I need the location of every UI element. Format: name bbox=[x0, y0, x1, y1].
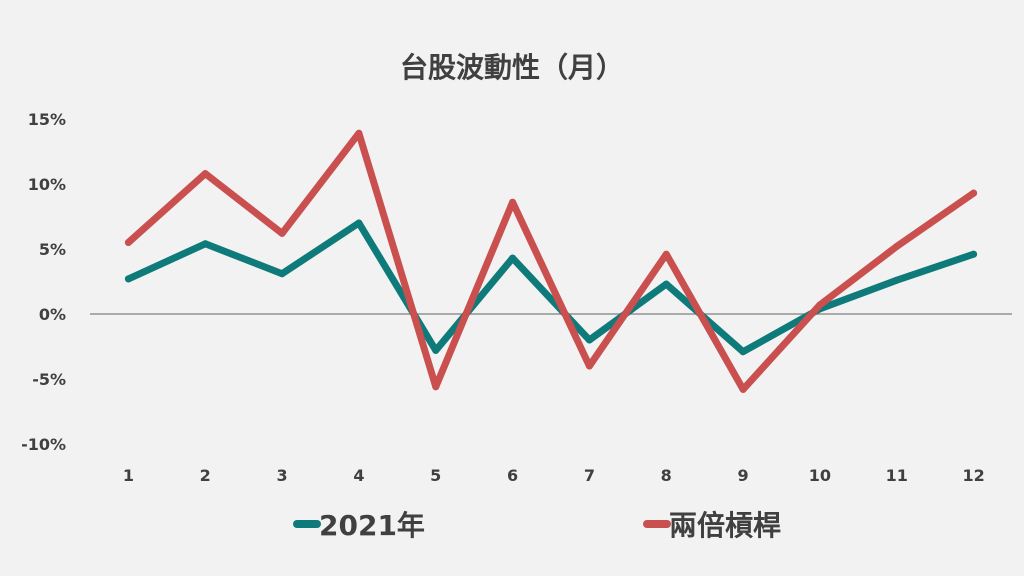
data-point bbox=[585, 362, 593, 370]
series-line-2 bbox=[124, 129, 978, 393]
x-tick-label: 5 bbox=[430, 466, 441, 485]
x-tick-label: 3 bbox=[277, 466, 288, 485]
x-tick-label: 6 bbox=[507, 466, 518, 485]
data-point bbox=[739, 348, 747, 356]
data-point bbox=[816, 301, 824, 309]
data-point bbox=[739, 385, 747, 393]
y-tick-label: -10% bbox=[21, 435, 66, 454]
data-point bbox=[509, 198, 517, 206]
data-point bbox=[355, 129, 363, 137]
data-point bbox=[124, 239, 132, 246]
data-point bbox=[893, 242, 901, 250]
data-point bbox=[970, 250, 978, 258]
x-axis-tick-labels: 1 2 3 4 5 6 7 8 9 10 11 12 bbox=[123, 466, 985, 485]
data-point bbox=[201, 170, 209, 178]
data-point bbox=[124, 275, 132, 283]
y-tick-label: 0% bbox=[39, 305, 66, 324]
y-tick-label: 5% bbox=[39, 240, 66, 259]
y-tick-label: -5% bbox=[32, 370, 66, 389]
data-point bbox=[432, 346, 440, 354]
x-tick-label: 12 bbox=[962, 466, 984, 485]
data-point bbox=[278, 229, 286, 237]
x-tick-label: 8 bbox=[661, 466, 672, 485]
x-tick-label: 1 bbox=[123, 466, 134, 485]
series-line-1 bbox=[124, 219, 978, 356]
legend-label: 2021年 bbox=[319, 509, 425, 542]
data-point bbox=[201, 240, 209, 248]
data-point bbox=[970, 189, 978, 197]
data-point bbox=[893, 276, 901, 284]
chart-title: 台股波動性（月） bbox=[400, 51, 624, 84]
legend-label: 兩倍槓桿 bbox=[669, 509, 781, 542]
data-point bbox=[278, 270, 286, 278]
x-tick-label: 7 bbox=[584, 466, 595, 485]
data-point bbox=[509, 254, 517, 262]
y-tick-label: 10% bbox=[28, 175, 66, 194]
x-tick-label: 11 bbox=[886, 466, 908, 485]
y-axis-tick-labels: 15% 10% 5% 0% -5% -10% bbox=[21, 110, 66, 454]
data-point bbox=[662, 280, 670, 288]
legend: 2021年 兩倍槓桿 bbox=[293, 509, 781, 542]
series-lines bbox=[124, 129, 978, 393]
data-point bbox=[432, 383, 440, 391]
data-point bbox=[662, 250, 670, 258]
x-tick-label: 4 bbox=[353, 466, 364, 485]
x-tick-label: 10 bbox=[809, 466, 831, 485]
data-point bbox=[355, 219, 363, 227]
y-tick-label: 15% bbox=[28, 110, 66, 129]
data-point bbox=[585, 336, 593, 344]
x-tick-label: 9 bbox=[738, 466, 749, 485]
x-tick-label: 2 bbox=[200, 466, 211, 485]
